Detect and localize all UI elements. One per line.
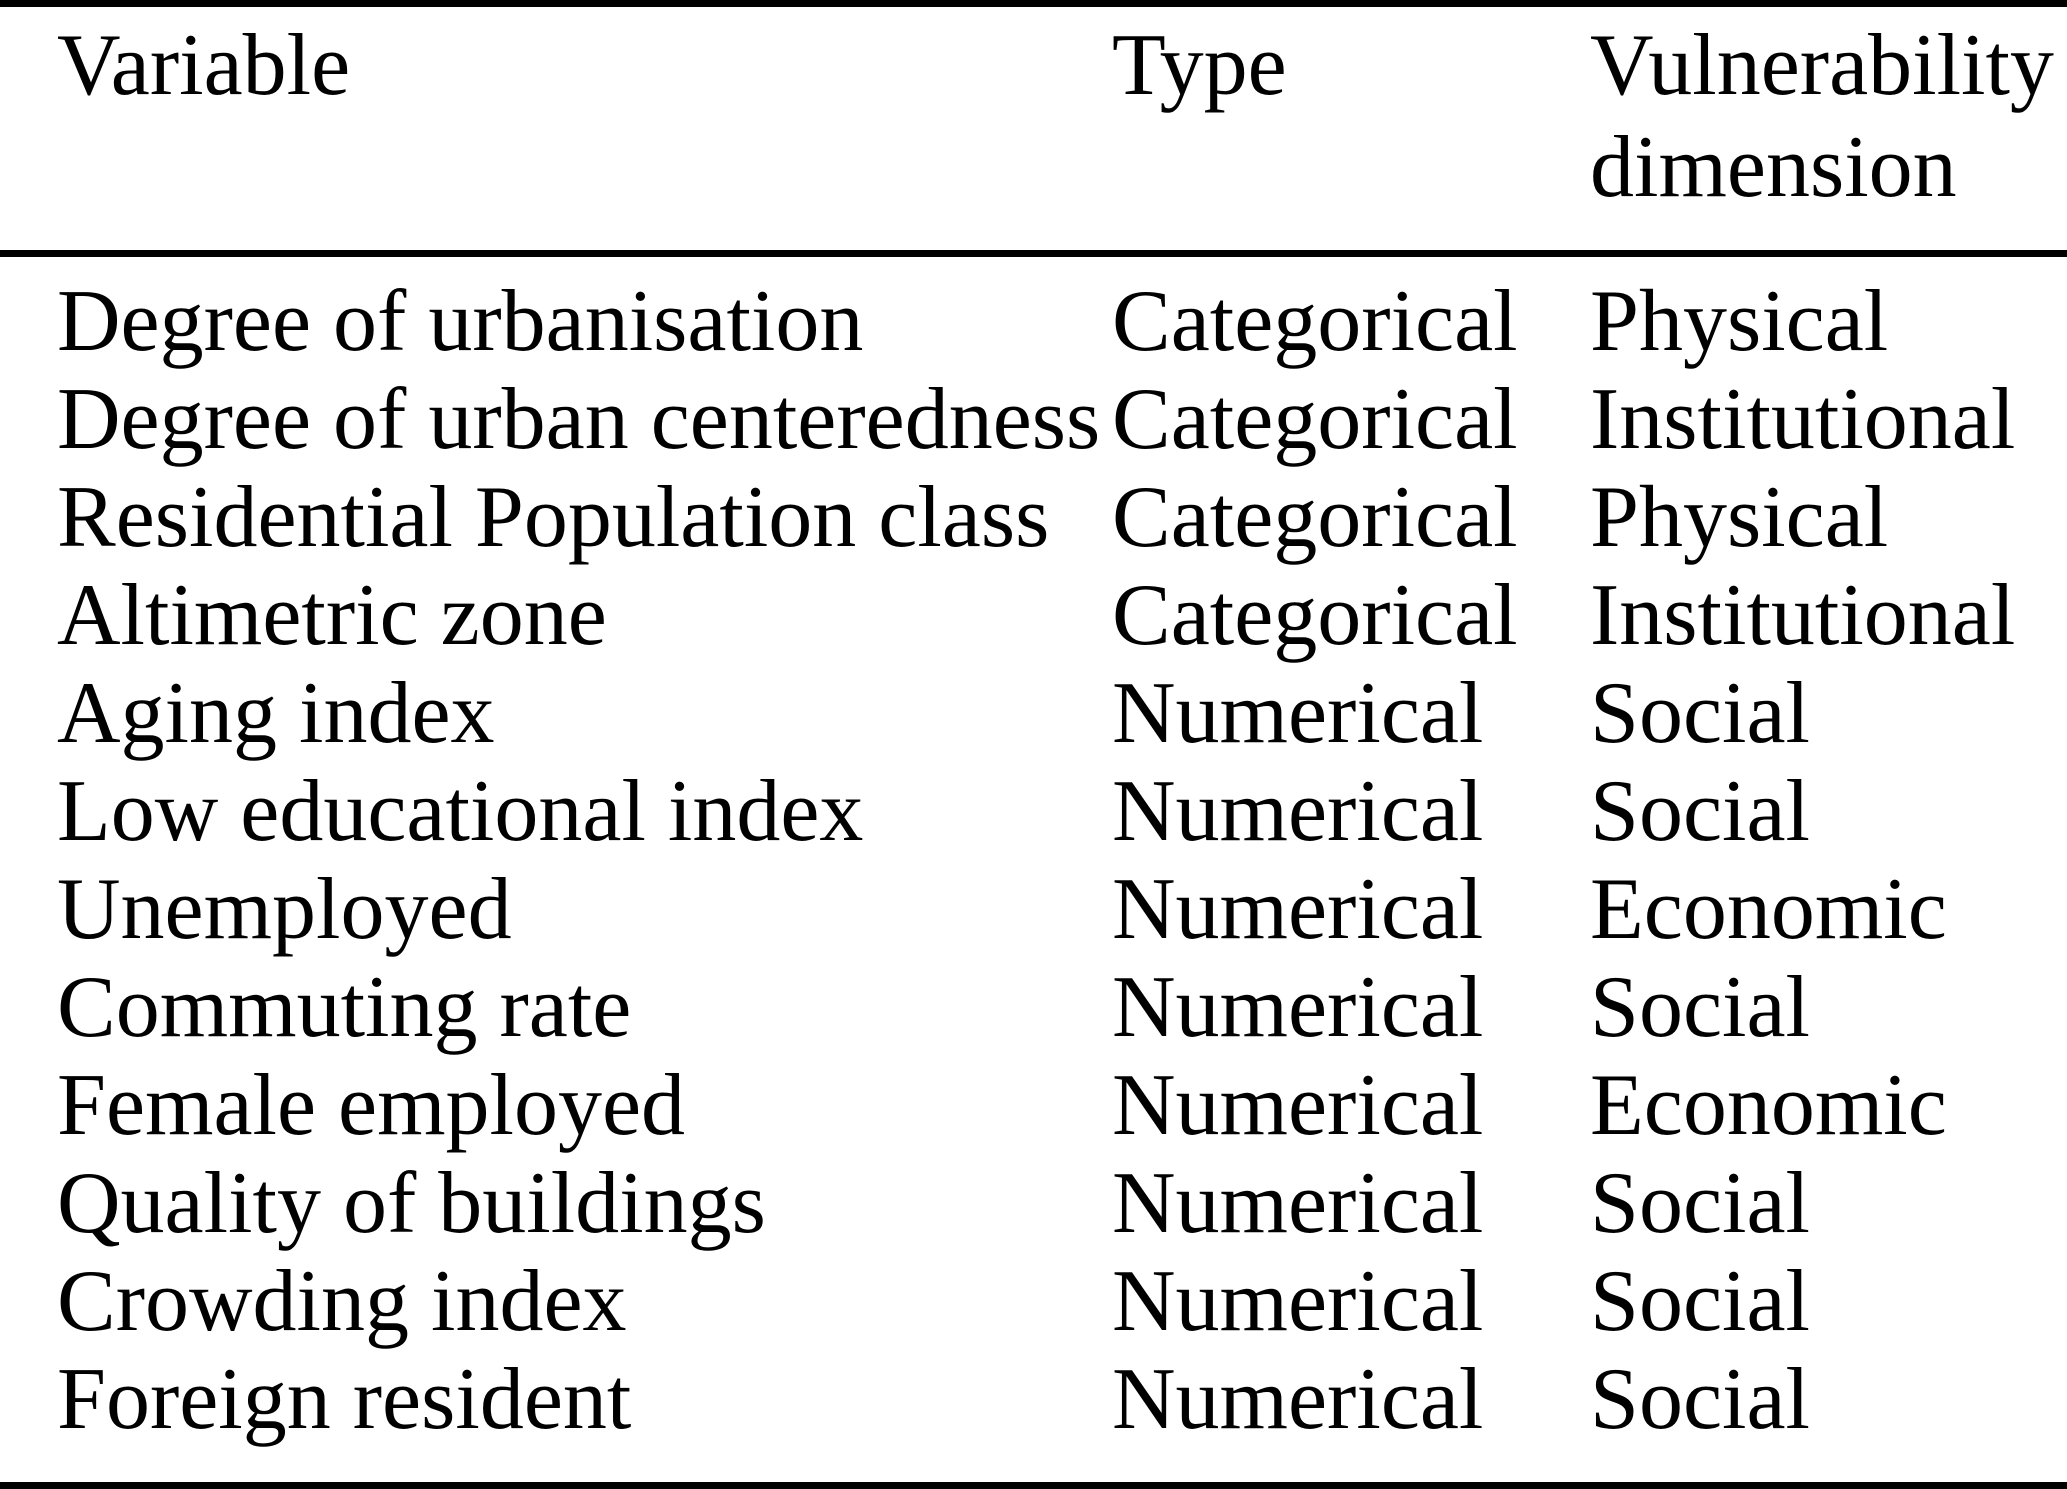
variable-cell: Unemployed xyxy=(57,861,512,958)
dimension-cell: Social xyxy=(1590,1253,1810,1350)
table-row: Foreign resident Numerical Social xyxy=(57,1351,2067,1449)
table-row: Female employed Numerical Economic xyxy=(57,1057,2067,1155)
column-header-vulnerability-dimension: Vulnerability dimension xyxy=(1590,17,2054,216)
table-row: Residential Population class Categorical… xyxy=(57,469,2067,567)
dimension-cell: Physical xyxy=(1590,273,1889,370)
type-cell: Numerical xyxy=(1112,1253,1484,1350)
variable-cell: Degree of urban centeredness xyxy=(57,371,1101,468)
table-row: Low educational index Numerical Social xyxy=(57,763,2067,861)
type-cell: Numerical xyxy=(1112,861,1484,958)
type-cell: Numerical xyxy=(1112,1057,1484,1154)
column-header-variable: Variable xyxy=(57,17,351,114)
table-body: Degree of urbanisation Categorical Physi… xyxy=(0,257,2067,1482)
variable-cell: Residential Population class xyxy=(57,469,1050,566)
dimension-cell: Economic xyxy=(1590,1057,1947,1154)
type-cell: Categorical xyxy=(1112,273,1518,370)
type-cell: Numerical xyxy=(1112,763,1484,860)
dimension-cell: Social xyxy=(1590,959,1810,1056)
variable-cell: Low educational index xyxy=(57,763,864,860)
variable-cell: Foreign resident xyxy=(57,1351,632,1448)
mid-rule xyxy=(0,250,2067,257)
type-cell: Numerical xyxy=(1112,1155,1484,1252)
type-cell: Categorical xyxy=(1112,469,1518,566)
table-row: Unemployed Numerical Economic xyxy=(57,861,2067,959)
table-row: Degree of urban centeredness Categorical… xyxy=(57,371,2067,469)
variable-cell: Commuting rate xyxy=(57,959,632,1056)
variable-cell: Aging index xyxy=(57,665,495,762)
variable-cell: Altimetric zone xyxy=(57,567,607,664)
type-cell: Categorical xyxy=(1112,371,1518,468)
dimension-cell: Institutional xyxy=(1590,567,2016,664)
type-cell: Numerical xyxy=(1112,959,1484,1056)
dimension-cell: Social xyxy=(1590,1155,1810,1252)
dimension-cell: Physical xyxy=(1590,469,1889,566)
table-row: Crowding index Numerical Social xyxy=(57,1253,2067,1351)
table-row: Commuting rate Numerical Social xyxy=(57,959,2067,1057)
table-row: Degree of urbanisation Categorical Physi… xyxy=(57,273,2067,371)
variable-cell: Quality of buildings xyxy=(57,1155,766,1252)
variable-cell: Female employed xyxy=(57,1057,686,1154)
table-row: Quality of buildings Numerical Social xyxy=(57,1155,2067,1253)
table-header-row: Variable Type Vulnerability dimension xyxy=(0,7,2067,250)
type-cell: Categorical xyxy=(1112,567,1518,664)
column-header-type: Type xyxy=(1112,17,1287,114)
table-row: Aging index Numerical Social xyxy=(57,665,2067,763)
dimension-cell: Social xyxy=(1590,763,1810,860)
dimension-cell: Social xyxy=(1590,665,1810,762)
type-cell: Numerical xyxy=(1112,665,1484,762)
variable-cell: Crowding index xyxy=(57,1253,627,1350)
type-cell: Numerical xyxy=(1112,1351,1484,1448)
dimension-cell: Social xyxy=(1590,1351,1810,1448)
variable-cell: Degree of urbanisation xyxy=(57,273,864,370)
dimension-cell: Institutional xyxy=(1590,371,2016,468)
dimension-cell: Economic xyxy=(1590,861,1947,958)
table-row: Altimetric zone Categorical Institutiona… xyxy=(57,567,2067,665)
